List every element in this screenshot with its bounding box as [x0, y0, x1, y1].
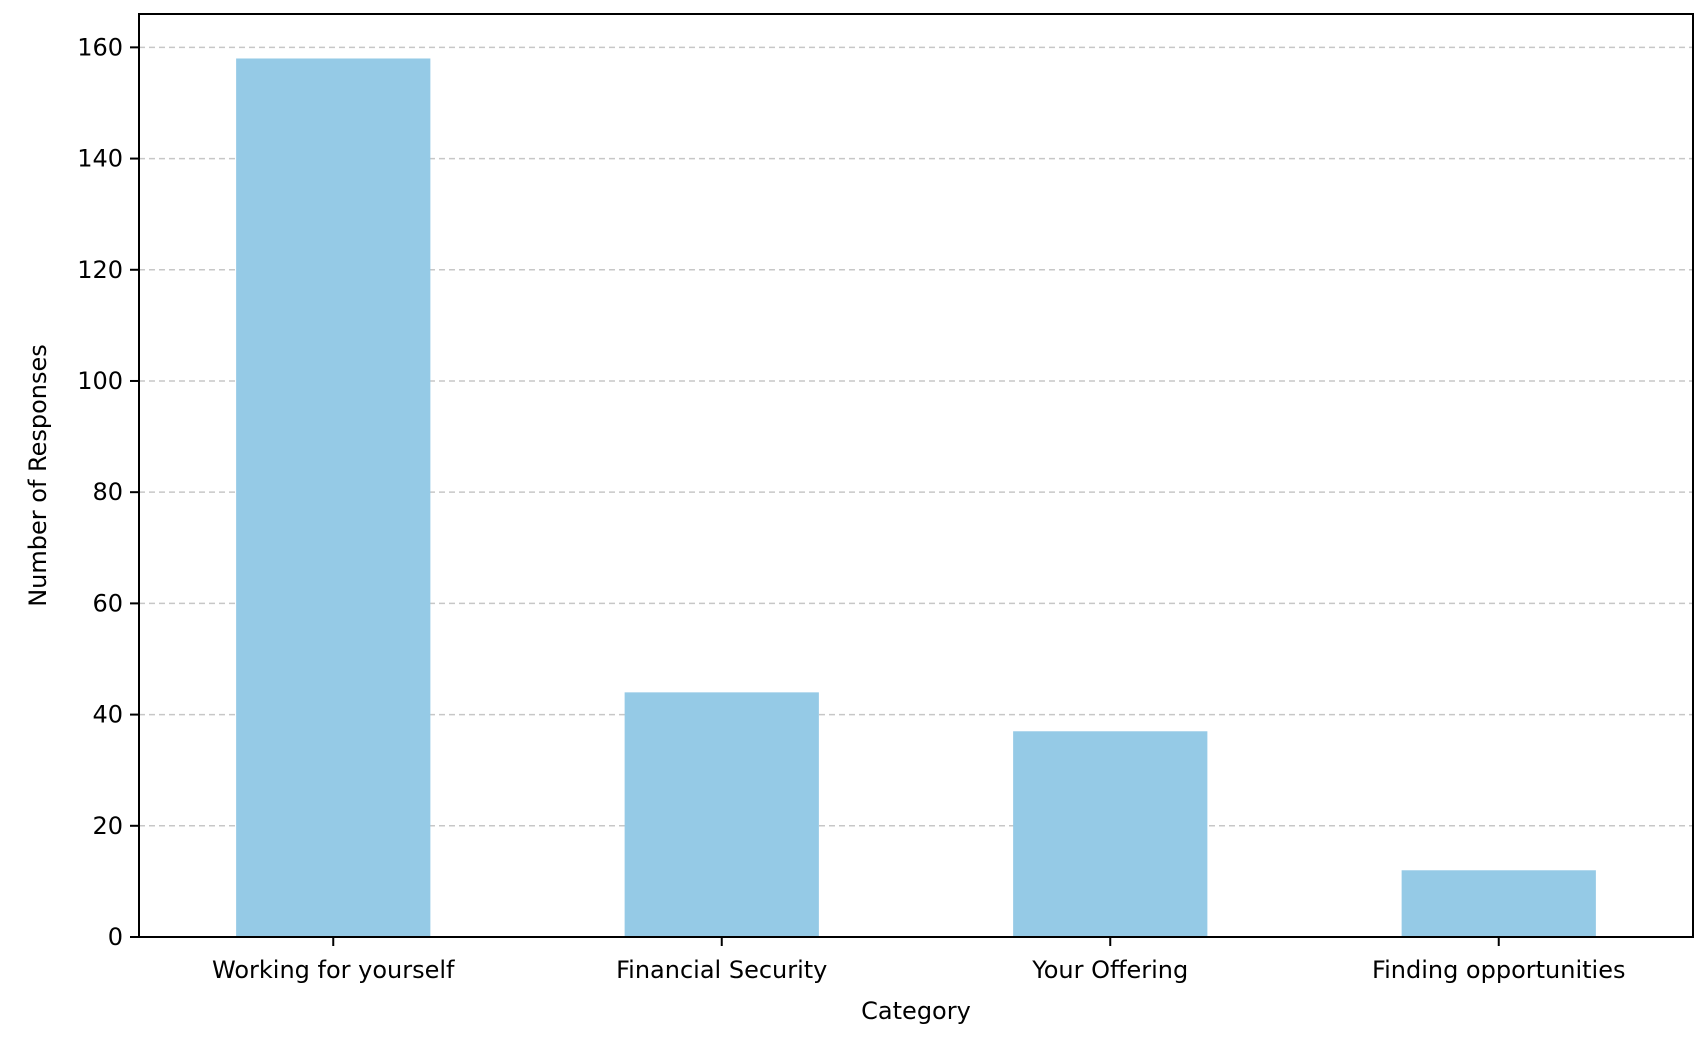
- bar: [1013, 731, 1208, 937]
- bars: [236, 58, 1596, 937]
- y-tick-label: 160: [77, 33, 123, 61]
- y-tick-label: 120: [77, 256, 123, 284]
- bar: [1401, 870, 1596, 937]
- y-axis-label: Number of Responses: [24, 344, 52, 607]
- y-tick-label: 20: [92, 812, 123, 840]
- bar: [236, 58, 431, 937]
- y-tick-label: 60: [92, 589, 123, 617]
- y-axis-ticks: 0 20 40 60 80 100 120 140 160: [77, 33, 139, 951]
- x-tick-label: Working for yourself: [212, 956, 455, 984]
- y-tick-label: 40: [92, 701, 123, 729]
- x-axis-ticks: Working for yourself Financial Security Yo…: [212, 937, 1625, 984]
- x-tick-label: Financial Security: [616, 956, 827, 984]
- y-tick-label: 140: [77, 145, 123, 173]
- x-tick-label: Your Offering: [1031, 956, 1188, 984]
- x-axis-label: Category: [861, 997, 971, 1025]
- gridlines: [139, 46, 1693, 827]
- y-tick-label: 100: [77, 367, 123, 395]
- plot-frame: [138, 13, 1694, 938]
- y-tick-label: 0: [108, 923, 123, 951]
- bar: [624, 692, 819, 937]
- x-tick-label: Finding opportunities: [1372, 956, 1625, 984]
- y-tick-label: 80: [92, 478, 123, 506]
